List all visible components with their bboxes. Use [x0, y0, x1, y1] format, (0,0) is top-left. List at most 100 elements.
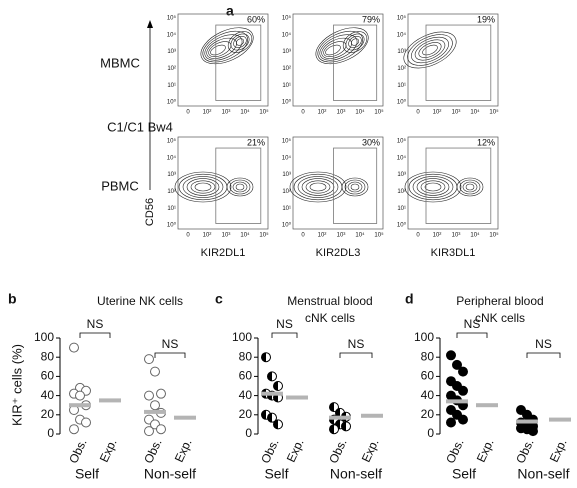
- data-point-half: [273, 381, 278, 391]
- flow-y-tick: 10¹: [397, 83, 406, 89]
- flow-x-tick: 0: [416, 110, 420, 116]
- gate-percent: 19%: [477, 14, 495, 24]
- contour: [404, 171, 462, 203]
- gate: [333, 147, 378, 224]
- contour: [174, 171, 232, 203]
- flow-y-tick: 10⁰: [167, 99, 177, 106]
- mean-bar: [69, 403, 91, 408]
- flow-y-tick: 10¹: [167, 206, 176, 212]
- data-point: [452, 359, 462, 370]
- contour: [350, 183, 360, 191]
- contour: [289, 171, 347, 203]
- chart-title: cNK cells: [475, 311, 525, 325]
- flow-x-tick: 10³: [337, 110, 346, 116]
- axis-arrow: [147, 20, 153, 28]
- flow-y-tick: 10⁵: [397, 15, 407, 22]
- contour: [342, 31, 368, 53]
- y-tick-label: 20: [421, 407, 435, 421]
- group-label: Self: [452, 466, 476, 482]
- flow-y-tick: 10⁰: [167, 222, 177, 229]
- flow-y-tick: 10⁵: [397, 138, 407, 145]
- ns-label: NS: [535, 337, 552, 351]
- data-point-half: [267, 413, 272, 423]
- contour: [230, 33, 250, 51]
- mean-bar: [516, 419, 538, 424]
- flow-y-tick: 10⁵: [282, 15, 292, 22]
- flow-x-tick: 10²: [318, 110, 327, 116]
- data-point: [150, 400, 160, 411]
- flow-x-tick: 10²: [203, 110, 212, 116]
- gate-percent: 60%: [247, 14, 265, 24]
- ns-label: NS: [162, 337, 179, 351]
- flow-x-tick: 10²: [203, 233, 212, 239]
- ns-label: NS: [87, 317, 104, 331]
- flow-y-tick: 10⁰: [282, 222, 292, 229]
- contour: [235, 38, 245, 46]
- flow-y-tick: 10²: [282, 189, 291, 195]
- flow-x-tick: 10³: [222, 233, 231, 239]
- contour: [301, 178, 335, 196]
- expected-bar: [549, 417, 571, 422]
- flow-x-tick: 10⁴: [355, 232, 365, 239]
- contour: [319, 34, 358, 61]
- contour: [232, 181, 248, 193]
- gate-percent: 79%: [362, 14, 380, 24]
- flow-y-tick: 10³: [397, 172, 406, 178]
- contour: [210, 44, 226, 56]
- ns-bracket: [339, 352, 373, 358]
- group-label: Non-self: [144, 466, 196, 482]
- contour: [350, 38, 360, 46]
- data-point: [144, 390, 154, 401]
- contour: [403, 31, 457, 69]
- flow-x-tick: 10⁵: [374, 232, 384, 239]
- flow-x-tick: 10⁵: [259, 109, 269, 116]
- data-point: [156, 424, 166, 435]
- y-tick-label: 80: [41, 349, 55, 363]
- contour: [418, 42, 442, 58]
- column-label: KIR2DL1: [201, 247, 246, 259]
- flow-x-tick: 0: [301, 233, 305, 239]
- x-tick-label: Exp.: [172, 437, 195, 465]
- flow-y-tick: 10⁴: [167, 31, 177, 38]
- ns-label: NS: [464, 317, 481, 331]
- gate-percent: 30%: [362, 137, 380, 147]
- contour: [408, 173, 458, 201]
- flow-x-tick: 10³: [452, 110, 461, 116]
- chart-title: cNK cells: [305, 311, 355, 325]
- contour: [178, 173, 228, 201]
- flow-x-tick: 0: [186, 233, 190, 239]
- y-tick-label: 0: [427, 426, 434, 440]
- contour: [182, 176, 224, 198]
- gate-percent: 12%: [477, 137, 495, 147]
- data-point: [458, 366, 468, 377]
- contour: [465, 183, 475, 191]
- contour: [305, 180, 331, 194]
- flow-y-tick: 10²: [167, 66, 176, 72]
- row-label: MBMC: [100, 55, 140, 70]
- y-tick-label: 0: [245, 426, 252, 440]
- plot-frame: [292, 13, 384, 107]
- data-point-half: [329, 424, 334, 434]
- ns-label: NS: [276, 317, 293, 331]
- contour: [229, 179, 251, 195]
- flow-y-tick: 10²: [167, 189, 176, 195]
- expected-bar: [174, 415, 196, 420]
- data-point: [150, 366, 160, 377]
- flow-y-tick: 10⁰: [397, 222, 407, 229]
- contour: [194, 182, 212, 192]
- x-tick-label: Obs.: [258, 437, 281, 466]
- data-point: [458, 385, 468, 396]
- contour: [344, 179, 366, 195]
- flow-y-tick: 10³: [167, 172, 176, 178]
- x-tick-label: Obs.: [141, 437, 164, 466]
- contour: [186, 178, 220, 196]
- group-label: Non-self: [330, 466, 382, 482]
- mean-bar: [144, 409, 166, 414]
- contour: [200, 27, 254, 65]
- flow-x-tick: 10³: [452, 233, 461, 239]
- flow-y-tick: 10⁴: [397, 31, 407, 38]
- contour: [416, 178, 450, 196]
- ns-bracket: [456, 332, 488, 338]
- row-note: C1/C1 Bw4: [107, 119, 173, 134]
- contour: [226, 177, 254, 197]
